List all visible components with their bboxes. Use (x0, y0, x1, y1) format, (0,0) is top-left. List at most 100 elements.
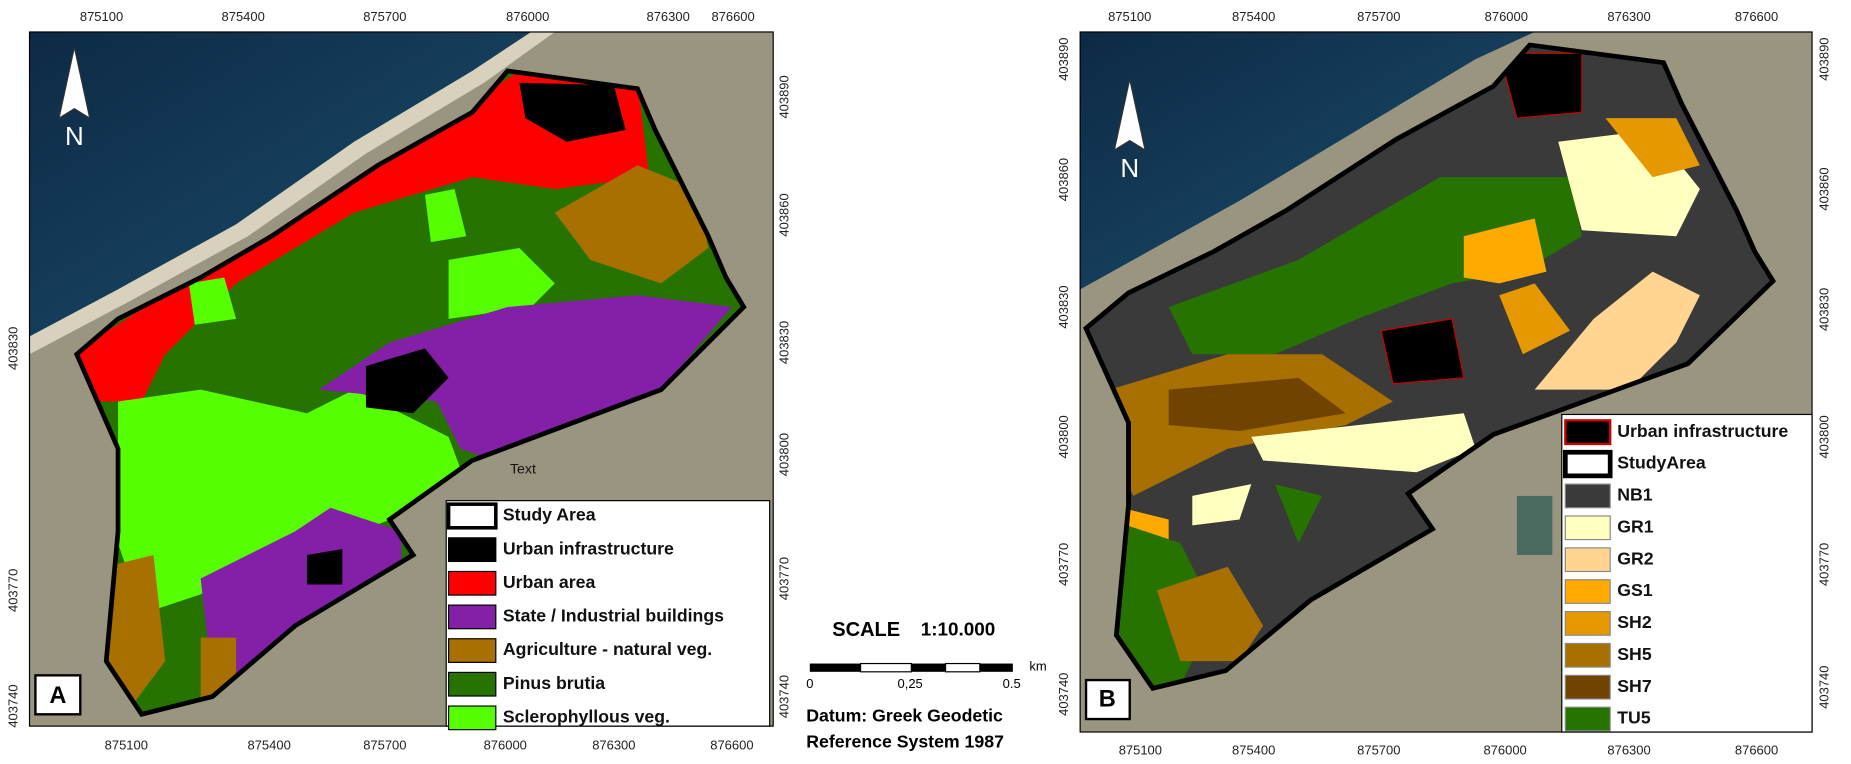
x-coord-label: 875400 (1232, 742, 1275, 757)
y-coord-label: 403770 (1816, 543, 1831, 586)
x-coord-label: 876000 (484, 738, 527, 753)
legend-label: SH5 (1617, 644, 1652, 664)
y-coord-label: 403860 (1056, 158, 1071, 201)
north-arrow (58, 47, 91, 120)
x-coord-label: 876600 (1735, 742, 1778, 757)
legend-swatch (1564, 515, 1611, 541)
legend-label: State / Industrial buildings (503, 606, 724, 626)
y-coord-label: 403830 (1816, 288, 1831, 331)
legend-swatch (1564, 706, 1611, 732)
x-coord-label: 876000 (506, 9, 549, 24)
legend-swatch (446, 502, 498, 530)
legend-label: Urban infrastructure (1617, 421, 1788, 441)
x-coord-label: 875700 (363, 9, 406, 24)
x-coord-label: 875400 (248, 738, 291, 753)
legend-swatch (1564, 674, 1611, 700)
scale-ratio: 1:10.000 (921, 619, 996, 640)
legend-label: TU5 (1617, 708, 1651, 728)
legend-label: Urban infrastructure (503, 538, 674, 558)
tu5 (1168, 177, 1582, 355)
sclerophyllous (188, 188, 555, 325)
sh2 (1499, 118, 1700, 355)
state-industrial (200, 507, 402, 685)
legend-label: NB1 (1617, 485, 1653, 505)
x-coord-label: 875100 (1108, 9, 1151, 24)
legend-swatch (447, 671, 497, 697)
y-coord-label: 403800 (776, 433, 791, 476)
beach (29, 31, 555, 355)
scale-title: SCALE (832, 619, 900, 641)
panel-label: A (49, 683, 66, 709)
x-coord-label: 876000 (1485, 9, 1528, 24)
legend-label: GS1 (1617, 580, 1653, 600)
north-label: N (65, 121, 84, 151)
x-coord-label: 876000 (1483, 742, 1526, 757)
y-coord-label: 403890 (1816, 37, 1831, 80)
y-coord-label: 403830 (776, 321, 791, 364)
x-coord-label: 876600 (710, 738, 753, 753)
legend-swatch (1564, 483, 1611, 509)
legend-swatch (447, 537, 497, 563)
legend-swatch (1564, 642, 1611, 668)
legend-swatch (1564, 611, 1611, 636)
legend-swatch (1564, 419, 1612, 446)
legend-swatch (447, 604, 497, 630)
panel-a-frame (28, 31, 774, 727)
x-coord-label: 875100 (80, 9, 123, 24)
panel-a-map (29, 31, 774, 727)
legend-label: StudyArea (1617, 453, 1706, 473)
x-coord-label: 875700 (363, 738, 406, 753)
agriculture (106, 554, 237, 715)
scale-unit: km (1029, 659, 1046, 674)
legend-label: SH2 (1617, 612, 1652, 632)
y-coord-label: 403800 (1056, 415, 1071, 458)
x-coord-label: 875100 (105, 738, 148, 753)
y-coord-label: 403770 (776, 557, 791, 600)
y-coord-label: 403890 (776, 75, 791, 118)
x-coord-label: 875700 (1357, 9, 1400, 24)
legend-swatch (447, 705, 497, 731)
datum: Reference System 1987 (806, 731, 1004, 751)
tu5 (1097, 484, 1323, 689)
sea (1080, 31, 1535, 290)
x-coord-label: 876300 (1607, 9, 1650, 24)
north-arrow (1113, 79, 1146, 152)
scale-tick-label: 0,25 (898, 676, 923, 691)
x-coord-label: 875400 (222, 9, 265, 24)
panel-label-box (34, 674, 82, 716)
y-coord-label: 403740 (776, 675, 791, 718)
legend-label: SH7 (1617, 676, 1652, 696)
x-coord-label: 876300 (647, 9, 690, 24)
urban-infrastructure (1380, 52, 1583, 385)
legend-swatch (1564, 547, 1611, 573)
y-coord-label: 403740 (6, 684, 21, 727)
urban-area (76, 70, 650, 402)
y-coord-label: 403770 (6, 569, 21, 612)
legend-swatch (1562, 449, 1613, 479)
datum: Datum: Greek Geodetic (806, 705, 1003, 725)
y-coord-label: 403740 (1816, 666, 1831, 709)
y-coord-label: 403770 (1056, 543, 1071, 586)
y-coord-label: 403830 (6, 327, 21, 370)
legend-swatch (447, 570, 497, 596)
panel-label-box (1084, 678, 1131, 721)
legend-label: Study Area (503, 505, 596, 525)
scale-bar-light (944, 662, 981, 673)
gr2 (1534, 271, 1700, 390)
sh7 (1168, 377, 1346, 431)
x-coord-label: 876300 (1607, 742, 1650, 757)
y-coord-label: 403800 (1816, 415, 1831, 458)
north-label: N (1120, 153, 1139, 183)
legend-swatch (447, 638, 497, 663)
x-coord-label: 875100 (1119, 742, 1162, 757)
y-coord-label: 403860 (776, 193, 791, 236)
x-coord-label: 876600 (1735, 9, 1778, 24)
scale-tick-label: 0.5 (1003, 676, 1021, 691)
sh5 (1156, 566, 1264, 662)
sclerophyllous (118, 389, 467, 614)
legend-swatch (1564, 579, 1611, 604)
legend-label: Pinus brutia (503, 673, 605, 693)
y-coord-label: 403830 (1056, 285, 1071, 328)
